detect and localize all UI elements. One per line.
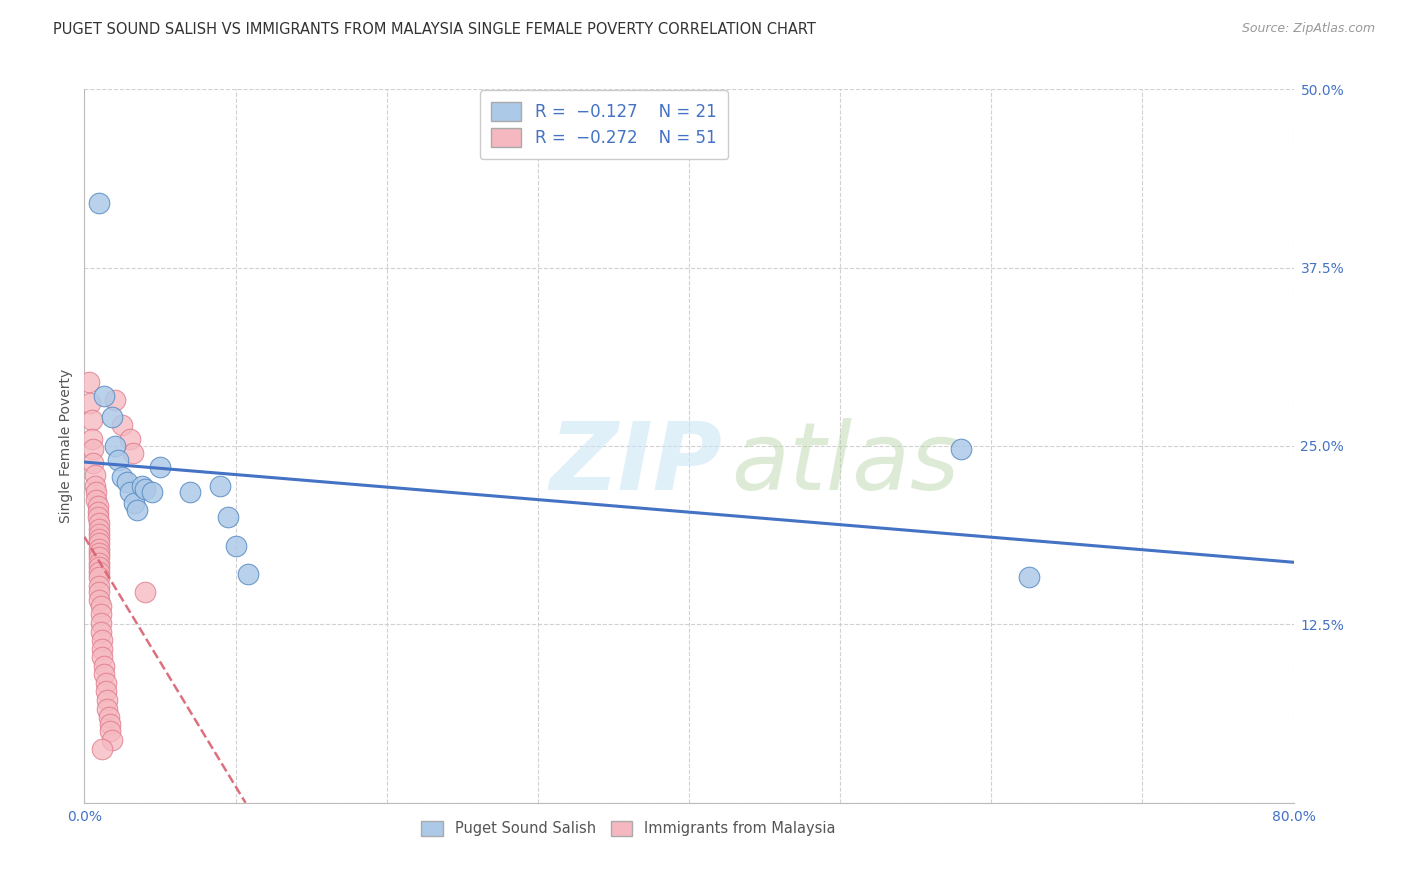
Point (111, 417, 134, 432)
Point (93, 389, 115, 403)
Point (84, 479, 107, 493)
Point (89, 593, 111, 607)
Point (89, 570, 111, 584)
Point (91, 633, 114, 648)
Point (127, 503, 149, 517)
Point (209, 479, 232, 493)
Point (179, 484, 201, 499)
Point (236, 567, 259, 582)
Point (89, 556, 111, 570)
Point (89, 516, 111, 530)
Point (104, 393, 127, 408)
Point (134, 584, 156, 599)
Text: PUGET SOUND SALISH VS IMMIGRANTS FROM MALAYSIA SINGLE FEMALE POVERTY CORRELATION: PUGET SOUND SALISH VS IMMIGRANTS FROM MA… (53, 22, 817, 37)
Point (90, 624, 112, 639)
Point (77, 375, 100, 389)
Point (1018, 570, 1040, 584)
Point (118, 432, 141, 446)
Point (90, 599, 112, 613)
Point (107, 453, 129, 467)
Point (82, 456, 104, 470)
Point (98, 717, 121, 731)
Point (89, 536, 111, 550)
Point (94, 684, 117, 698)
Point (89, 522, 111, 536)
Point (87, 510, 110, 524)
Point (93, 667, 115, 681)
Point (94, 676, 117, 690)
Point (87, 505, 110, 519)
Point (91, 641, 114, 656)
Point (89, 584, 111, 599)
Point (149, 460, 172, 475)
Point (90, 607, 112, 622)
Point (84, 467, 107, 482)
Point (121, 446, 143, 460)
Point (86, 493, 108, 508)
Point (141, 484, 163, 499)
Point (89, 560, 111, 574)
Point (100, 410, 122, 425)
Text: ZIP: ZIP (550, 417, 723, 510)
Point (89, 541, 111, 556)
Point (87, 499, 110, 513)
Point (89, 196, 111, 211)
Point (115, 475, 138, 489)
Text: Source: ZipAtlas.com: Source: ZipAtlas.com (1241, 22, 1375, 36)
Text: atlas: atlas (731, 418, 959, 509)
Point (97, 710, 120, 724)
Point (91, 650, 114, 665)
Point (80, 432, 103, 446)
Point (89, 579, 111, 593)
Legend: Puget Sound Salish, Immigrants from Malaysia: Puget Sound Salish, Immigrants from Mala… (416, 814, 841, 842)
Point (96, 701, 118, 715)
Point (100, 733, 122, 747)
Point (82, 442, 104, 456)
Point (98, 724, 121, 739)
Point (89, 527, 111, 541)
Point (131, 479, 153, 493)
Point (134, 482, 156, 496)
Point (80, 413, 103, 427)
Point (86, 484, 108, 499)
Point (225, 539, 247, 553)
Point (89, 532, 111, 546)
Point (89, 565, 111, 579)
Point (90, 615, 112, 630)
Point (96, 693, 118, 707)
Point (104, 439, 127, 453)
Point (91, 741, 114, 756)
Point (122, 496, 145, 510)
Y-axis label: Single Female Poverty: Single Female Poverty (59, 369, 73, 523)
Point (111, 470, 134, 484)
Point (89, 546, 111, 560)
Point (89, 550, 111, 565)
Point (79, 396, 101, 410)
Point (93, 658, 115, 673)
Point (950, 442, 973, 456)
Point (118, 484, 141, 499)
Point (217, 510, 239, 524)
